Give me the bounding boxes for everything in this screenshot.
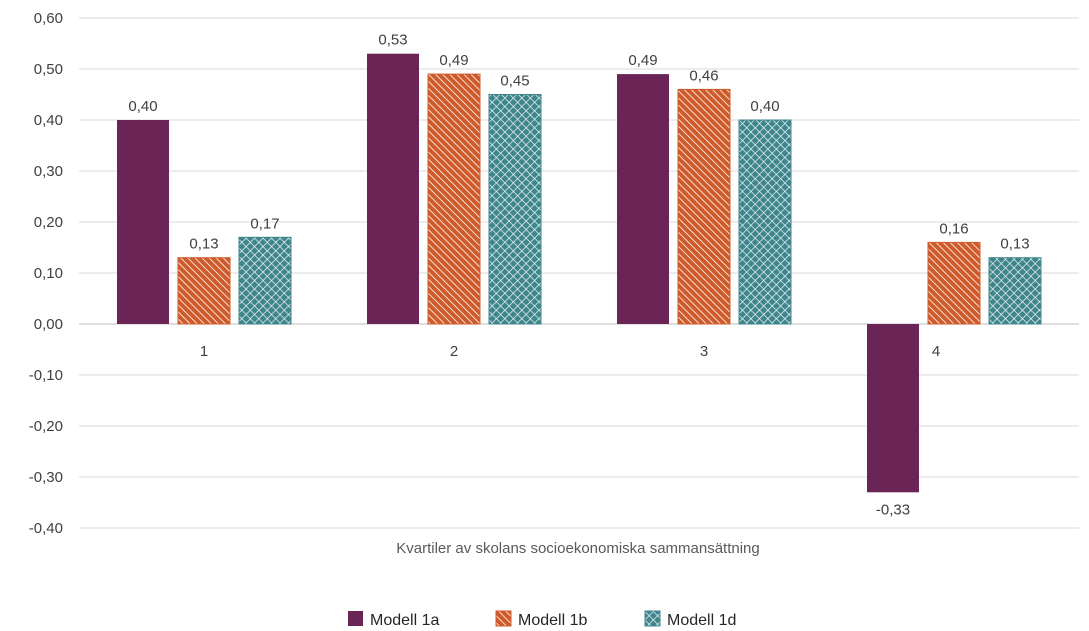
x-axis-title: Kvartiler av skolans socioekonomiska sam… [396,540,760,557]
y-tick-label: 0,00 [34,316,63,333]
x-category-label: 3 [700,343,708,360]
y-tick-label: 0,20 [34,214,63,231]
bar-modell-1b-cat-1 [177,257,231,325]
y-tick-label: 0,10 [34,265,63,282]
bar-modell-1b-cat-3 [677,88,731,325]
y-tick-label: -0,30 [29,469,63,486]
data-label: 0,49 [439,52,468,69]
legend-label: Modell 1d [667,612,736,629]
x-axis-categories: 1 2 3 4 [200,343,940,360]
bar-modell-1d-cat-2 [488,94,542,325]
bar-modell-1b-cat-4 [927,241,981,325]
bar-modell-1d-cat-4 [988,257,1042,325]
legend-label: Modell 1a [370,612,439,629]
data-label: 0,17 [250,215,279,232]
bar-modell-1d-cat-3 [738,119,792,325]
bar-modell-1d-cat-1 [238,236,292,325]
legend-swatch [644,610,661,627]
data-label: 0,49 [628,52,657,69]
legend-swatch [495,610,512,627]
data-label: 0,13 [189,236,218,253]
data-label: 0,45 [500,73,529,90]
data-label: 0,40 [128,98,157,115]
data-label: 0,46 [689,67,718,84]
data-label: 0,13 [1000,236,1029,253]
data-label: 0,53 [378,32,407,49]
data-label: 0,16 [939,220,968,237]
y-tick-label: 0,60 [34,10,63,27]
y-tick-label: 0,30 [34,163,63,180]
bars [117,53,1042,493]
bar-modell-1a-cat-2 [367,53,419,324]
y-tick-label: 0,50 [34,61,63,78]
legend-label: Modell 1b [518,612,587,629]
bar-modell-1a-cat-3 [617,74,669,324]
y-tick-label: -0,10 [29,367,63,384]
bar-modell-1a-cat-1 [117,120,169,324]
y-tick-label: -0,40 [29,520,63,537]
data-label: 0,40 [750,98,779,115]
legend: Modell 1a Modell 1b Modell 1d [348,610,736,629]
y-tick-label: 0,40 [34,112,63,129]
x-category-label: 4 [932,343,940,360]
bar-modell-1a-cat-4 [867,324,919,493]
x-category-label: 1 [200,343,208,360]
y-axis-ticks: -0,40 -0,30 -0,20 -0,10 0,00 0,10 0,20 0,30 0,40… [29,10,63,537]
data-labels: 0,40 0,13 0,17 0,53 0,49 0,45 0,49 0,46 0,40 -0,3… [128,32,1029,519]
bar-modell-1b-cat-2 [427,73,481,325]
legend-swatch [348,611,363,626]
data-label: -0,33 [876,501,910,518]
y-tick-label: -0,20 [29,418,63,435]
x-category-label: 2 [450,343,458,360]
